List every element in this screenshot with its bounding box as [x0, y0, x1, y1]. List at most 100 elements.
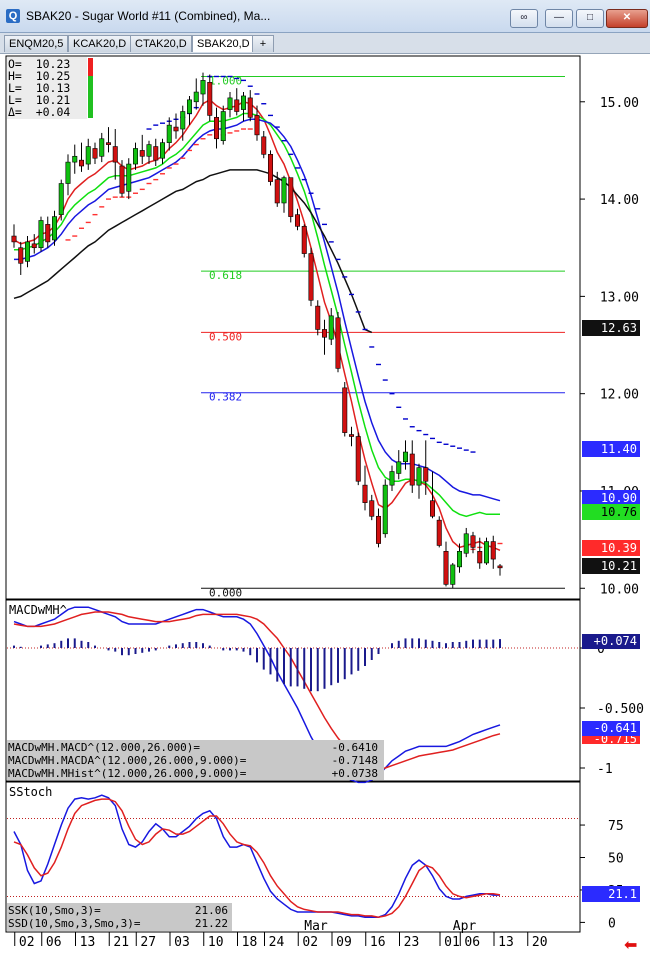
macd-badge-hist — [582, 634, 640, 649]
x-day-label: 18 — [242, 935, 258, 950]
candle-body — [133, 148, 139, 165]
price-tick-label: 12.00 — [600, 388, 639, 403]
price-badge-green-line-text: 10.76 — [601, 505, 637, 519]
candle-body — [119, 165, 125, 194]
price-tick-label: 10.00 — [600, 582, 639, 597]
candle-body — [79, 159, 85, 167]
price-badge-last-price — [582, 558, 640, 574]
ohlc-open: O= 10.23 — [8, 57, 70, 71]
candle-body — [126, 163, 132, 192]
macd-signal-value: -0.7148 — [332, 754, 378, 767]
moving-average-line — [13, 169, 373, 334]
candle-body — [477, 550, 483, 564]
candle-body — [247, 97, 253, 118]
candle-body — [187, 99, 193, 114]
macd-series-line — [13, 611, 501, 770]
stoch-badge-text: 21.1 — [608, 887, 637, 901]
minimize-button[interactable]: — — [545, 9, 573, 28]
candle-body — [85, 146, 91, 165]
macd-line-label: MACDwMH.MACD^(12.000,26.000)= — [8, 741, 200, 754]
ohlc-change: Δ= +0.04 — [8, 105, 70, 119]
candle-body — [207, 82, 213, 116]
close-button[interactable]: ✕ — [606, 9, 648, 28]
candle-body — [65, 161, 71, 184]
candle-body — [166, 124, 172, 143]
ssd-value: 21.22 — [195, 917, 228, 930]
macd-tick-label: 0 — [597, 642, 605, 657]
x-day-label: 13 — [498, 935, 514, 950]
candle-body — [180, 111, 186, 130]
candle-body — [497, 565, 503, 569]
link-icon[interactable]: ∞ — [510, 9, 538, 28]
candle-body — [483, 541, 489, 564]
macd-badge-macd — [582, 721, 640, 736]
fib-level-label: 0.500 — [209, 330, 242, 343]
macd-badge-hist-text: +0.074 — [594, 634, 637, 648]
candle-body — [288, 177, 294, 217]
ssk-value: 21.06 — [195, 904, 228, 917]
ohlc-readout: O= 10.23 H= 10.25 L= 10.13 L= 10.21 Δ= +… — [7, 57, 93, 119]
candle-body — [254, 115, 260, 136]
candle-body — [456, 550, 462, 568]
macd-badges: +0.074 -0.715 -0.641 — [582, 634, 640, 746]
candle-body — [106, 142, 112, 145]
ohlc-range-bar-red — [88, 58, 93, 76]
candle-body — [18, 247, 24, 264]
macd-readout: MACDwMH.MACD^(12.000,26.000)= -0.6410 MA… — [7, 740, 384, 780]
macd-signal-label: MACDwMH.MACDA^(12.000,26.000,9.000)= — [8, 754, 247, 767]
candle-body — [348, 434, 354, 437]
candle-body — [173, 126, 179, 132]
candle-body — [355, 436, 361, 482]
price-badge-red-line-text: 10.39 — [601, 541, 637, 555]
candle-body — [321, 329, 327, 338]
candle-body — [153, 146, 159, 161]
candle-body — [241, 95, 247, 110]
candle-body — [220, 111, 226, 142]
tab-sbak20[interactable]: SBAK20,D — [192, 35, 255, 52]
candle-body — [443, 550, 449, 585]
x-day-label: 13 — [80, 935, 96, 950]
candle-body — [375, 515, 381, 544]
candle-body — [436, 519, 442, 546]
candle-body — [99, 138, 105, 157]
price-badge-last-price-text: 10.21 — [601, 559, 637, 573]
ssk-label: SSK(10,Smo,3)= — [8, 904, 101, 917]
candle-body — [31, 243, 37, 249]
candle-body — [72, 155, 78, 163]
candle-body — [281, 177, 287, 204]
symbol-tab-bar: ENQM20,5 KCAK20,D CTAK20,D SBAK20,D + — [0, 33, 650, 54]
candle-body — [470, 535, 476, 548]
candle-body — [227, 97, 233, 110]
window-titlebar: Q SBAK20 - Sugar World #11 (Combined), M… — [0, 0, 650, 33]
price-badge-blue-line-text: 10.90 — [601, 491, 637, 505]
ohlc-high: H= 10.25 — [8, 69, 70, 83]
candle-body — [463, 533, 469, 554]
price-panel-frame — [5, 55, 581, 600]
maximize-button[interactable]: □ — [576, 9, 604, 28]
candle-body — [112, 146, 118, 163]
price-badge-red-line — [582, 540, 640, 556]
price-badges: 12.63 11.40 10.90 10.76 10.39 10.21 — [582, 320, 640, 574]
x-day-label: 02 — [302, 935, 318, 950]
candle-body — [396, 461, 402, 474]
window-title: SBAK20 - Sugar World #11 (Combined), Ma.… — [26, 9, 271, 23]
price-plot: 1.000 0.618 0.500 0.382 0.000 — [11, 72, 565, 599]
x-day-label: 23 — [404, 935, 420, 950]
add-tab-button[interactable]: + — [252, 35, 274, 52]
price-tick-label: 15.00 — [600, 96, 639, 111]
candle-body — [214, 117, 220, 140]
x-day-label: 09 — [336, 935, 352, 950]
candle-body — [45, 224, 51, 243]
candle-body — [402, 451, 408, 463]
tab-enqm20[interactable]: ENQM20,5 — [4, 35, 69, 52]
candle-body — [267, 154, 273, 182]
scroll-left-arrow-icon[interactable]: ⬅ — [624, 937, 638, 954]
candle-body — [416, 467, 422, 486]
candle-body — [160, 142, 166, 159]
candle-body — [38, 220, 44, 249]
macd-tick-label: -0.500 — [597, 702, 644, 717]
tab-ctak20[interactable]: CTAK20,D — [130, 35, 192, 52]
candle-body — [58, 183, 64, 215]
x-day-label: 10 — [208, 935, 224, 950]
